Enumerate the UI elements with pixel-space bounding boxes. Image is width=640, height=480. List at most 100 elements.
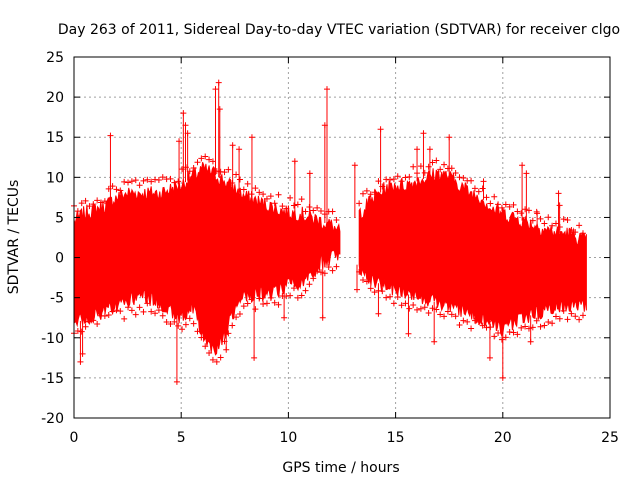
data-point [541, 220, 548, 227]
data-point [256, 189, 263, 196]
data-point [260, 191, 267, 198]
data-point [402, 174, 409, 181]
data-point [468, 177, 475, 184]
data-point [310, 207, 317, 214]
data-point [552, 220, 559, 227]
data-point [549, 222, 556, 229]
data-point [425, 309, 432, 316]
data-point [267, 193, 274, 200]
y-tick-label: 10 [46, 170, 64, 186]
data-point [74, 327, 81, 334]
x-tick-label: 0 [70, 430, 79, 446]
data-point [155, 307, 162, 314]
data-point [279, 203, 286, 210]
data-point [206, 350, 213, 357]
data-point [456, 174, 463, 181]
data-point [525, 207, 532, 214]
data-point-outlier [182, 122, 189, 129]
x-tick-label: 20 [494, 430, 512, 446]
data-point [109, 308, 116, 315]
data-point-outlier [446, 134, 453, 141]
data-point [74, 208, 81, 215]
data-point [163, 318, 170, 325]
data-point [510, 329, 517, 336]
data-point [329, 208, 336, 215]
data-point [298, 292, 305, 299]
data-point-outlier [306, 170, 313, 177]
data-point [441, 161, 448, 168]
data-point [379, 288, 386, 295]
plot-frame [73, 56, 611, 419]
data-point [498, 336, 505, 343]
data-point [82, 197, 89, 204]
data-point-outlier [184, 130, 191, 137]
data-point [94, 197, 101, 204]
data-point [213, 358, 220, 365]
data-point-outlier [173, 378, 180, 385]
data-point [140, 308, 147, 315]
data-point [417, 163, 424, 170]
data-point [371, 289, 378, 296]
data-point [117, 308, 124, 315]
data-point [545, 318, 552, 325]
data-point [271, 299, 278, 306]
data-point [471, 317, 478, 324]
data-point-outlier [523, 170, 530, 177]
data-point [314, 268, 321, 275]
data-point [128, 178, 135, 185]
data-point [202, 153, 209, 160]
data-point [448, 311, 455, 318]
data-point [576, 316, 583, 323]
data-point [390, 176, 397, 183]
data-point [537, 215, 544, 222]
data-point [510, 201, 517, 208]
data-point [275, 191, 282, 198]
data-point [560, 216, 567, 223]
y-tick-label: -5 [50, 291, 64, 307]
data-point-outlier [107, 132, 114, 139]
data-point [121, 315, 128, 322]
data-point [121, 178, 128, 185]
data-point [155, 176, 162, 183]
data-point [491, 333, 498, 340]
y-tick-label: 5 [55, 210, 64, 226]
data-band [73, 162, 341, 356]
data-point [560, 307, 567, 314]
data-point [533, 317, 540, 324]
data-point [360, 190, 367, 197]
data-point-outlier [377, 126, 384, 133]
data-point [506, 203, 513, 210]
data-point [579, 230, 586, 237]
data-point-outlier [354, 286, 361, 293]
data-point [414, 306, 421, 313]
data-point [148, 308, 155, 315]
data-point [148, 178, 155, 185]
data-point-outlier [321, 122, 328, 129]
data-point [356, 200, 363, 207]
data-point [518, 210, 525, 217]
data-point [464, 318, 471, 325]
axis-ticks: 0 5 10 15 20 25 -20 -15 -10 -5 0 5 10 15 20 25 [41, 50, 619, 446]
data-point-outlier [79, 350, 86, 357]
data-point [514, 208, 521, 215]
data-point [564, 316, 571, 323]
data-point-outlier [223, 346, 230, 353]
y-tick-label: -10 [41, 331, 64, 347]
data-point [444, 308, 451, 315]
data-point [271, 200, 278, 207]
x-tick-label: 15 [387, 430, 405, 446]
data-point [579, 312, 586, 319]
data-point [202, 343, 209, 350]
data-point [325, 264, 332, 271]
data-point [206, 156, 213, 163]
data-point [452, 313, 459, 320]
x-tick-label: 25 [601, 430, 619, 446]
data-point [225, 166, 232, 173]
data-point [229, 322, 236, 329]
data-point [317, 208, 324, 215]
data-point-outlier [229, 142, 236, 149]
data-point [290, 202, 297, 209]
data-point-outlier [323, 86, 330, 93]
data-point-outlier [420, 130, 427, 137]
data-point [429, 159, 436, 166]
